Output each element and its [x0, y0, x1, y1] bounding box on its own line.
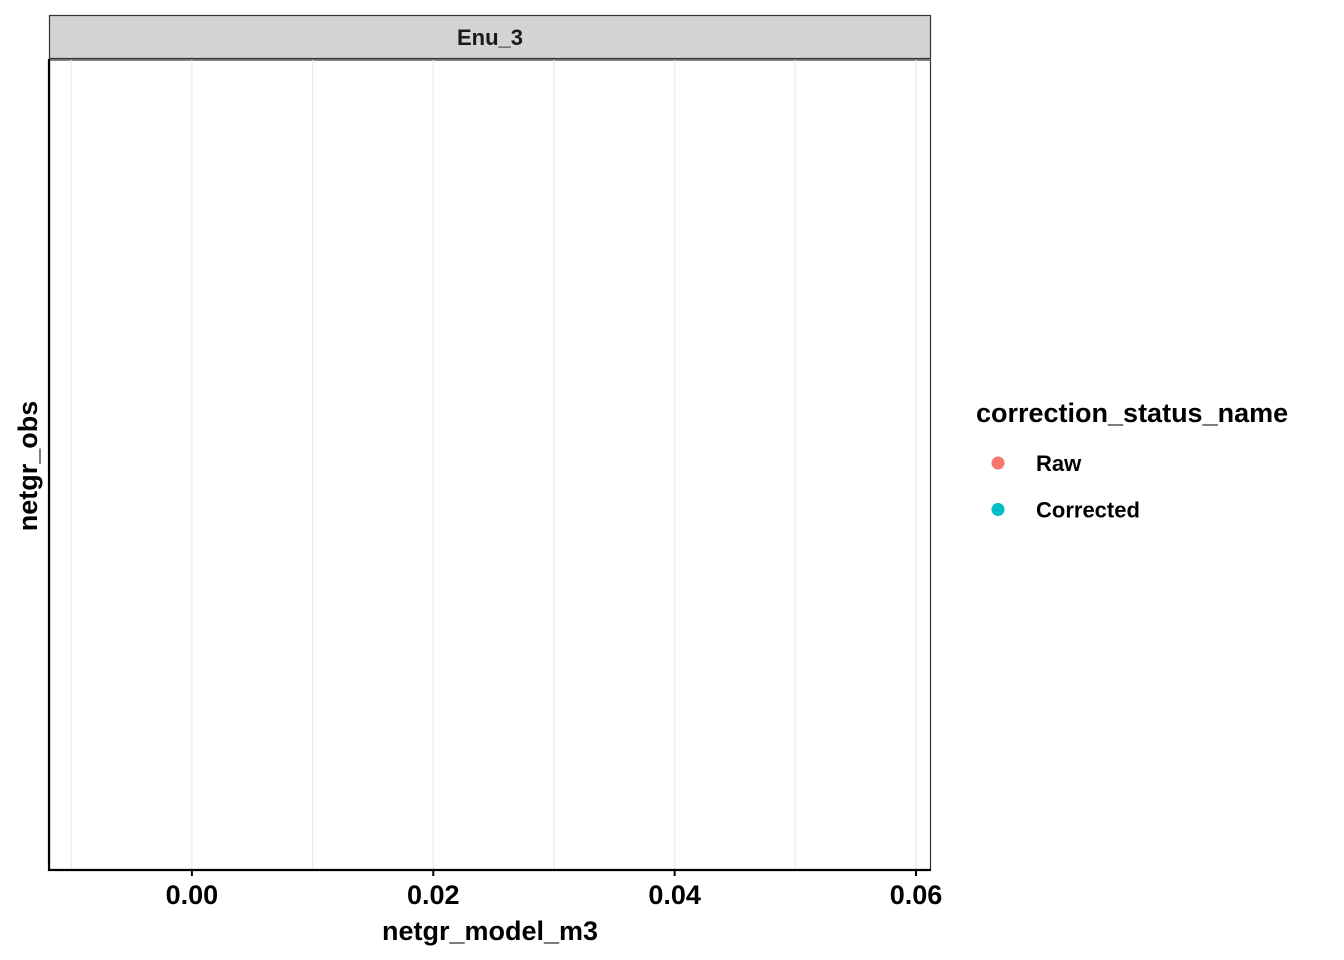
- legend-title: correction_status_name: [976, 398, 1288, 428]
- grid-lines: [70, 60, 917, 870]
- plot-panel: 0.00 0.02 0.04 0.06: [47, 59, 943, 910]
- legend-key-dot: [991, 503, 1005, 516]
- legend-key-dot: [991, 456, 1005, 470]
- y-axis-title: netgr_obs: [13, 401, 43, 532]
- x-axis-ticks: 0.00 0.02 0.04 0.06: [166, 870, 943, 910]
- x-tick-label: 0.04: [648, 880, 701, 910]
- x-tick-label: 0.02: [407, 880, 460, 910]
- legend-items: Raw Corrected: [991, 451, 1140, 523]
- legend-label: Raw: [1036, 451, 1082, 476]
- facet-strip: Enu_3: [48, 14, 932, 60]
- panel-background: [48, 59, 932, 871]
- legend-label: Corrected: [1036, 498, 1140, 523]
- legend: correction_status_name Raw Corrected: [976, 398, 1288, 523]
- x-axis-title: netgr_model_m3: [382, 916, 598, 946]
- facet-strip-label: Enu_3: [457, 25, 523, 50]
- x-tick-label: 0.00: [166, 880, 219, 910]
- x-tick-label: 0.06: [890, 880, 943, 910]
- facet-strip-background: [48, 14, 932, 60]
